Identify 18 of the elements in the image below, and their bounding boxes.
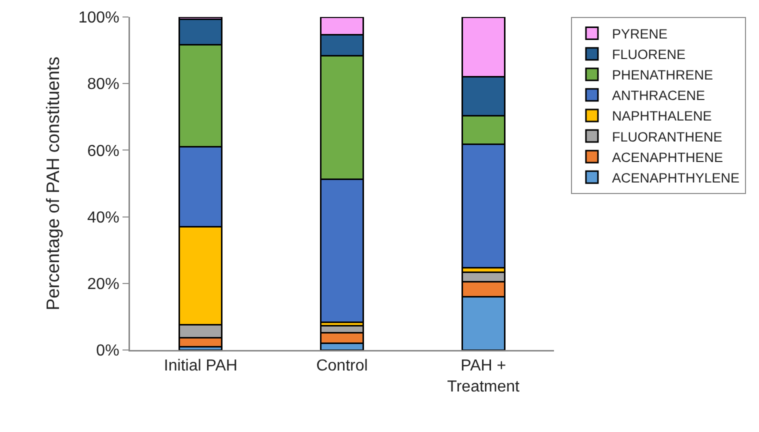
y-tick-label: 60% xyxy=(87,142,120,160)
y-tick-label: 40% xyxy=(87,209,120,226)
legend-label: ACENAPHTHENE xyxy=(612,150,723,165)
legend-label: ACENAPHTHYLENE xyxy=(612,170,740,186)
legend-label: FLUORANTHENE xyxy=(612,129,722,144)
y-tick-label: 20% xyxy=(87,276,120,293)
y-axis-title: Percentage of PAH constituents xyxy=(42,56,63,310)
y-tick-label: 0% xyxy=(96,342,120,360)
y-tick-label: 80% xyxy=(87,76,120,94)
x-tick-label: Initial PAH xyxy=(164,358,238,375)
legend-label: FLUORENE xyxy=(612,47,686,62)
legend-label: PHENATHRENE xyxy=(612,68,713,83)
legend-label: ANTHRACENE xyxy=(612,88,705,104)
x-tick-label: PAH + Treatment xyxy=(447,358,520,396)
legend-label: NAPHTHALENE xyxy=(612,108,712,124)
y-tick-label: 100% xyxy=(78,10,120,27)
legend-label: PYRENE xyxy=(612,26,668,42)
x-tick-label: Control xyxy=(316,358,368,375)
